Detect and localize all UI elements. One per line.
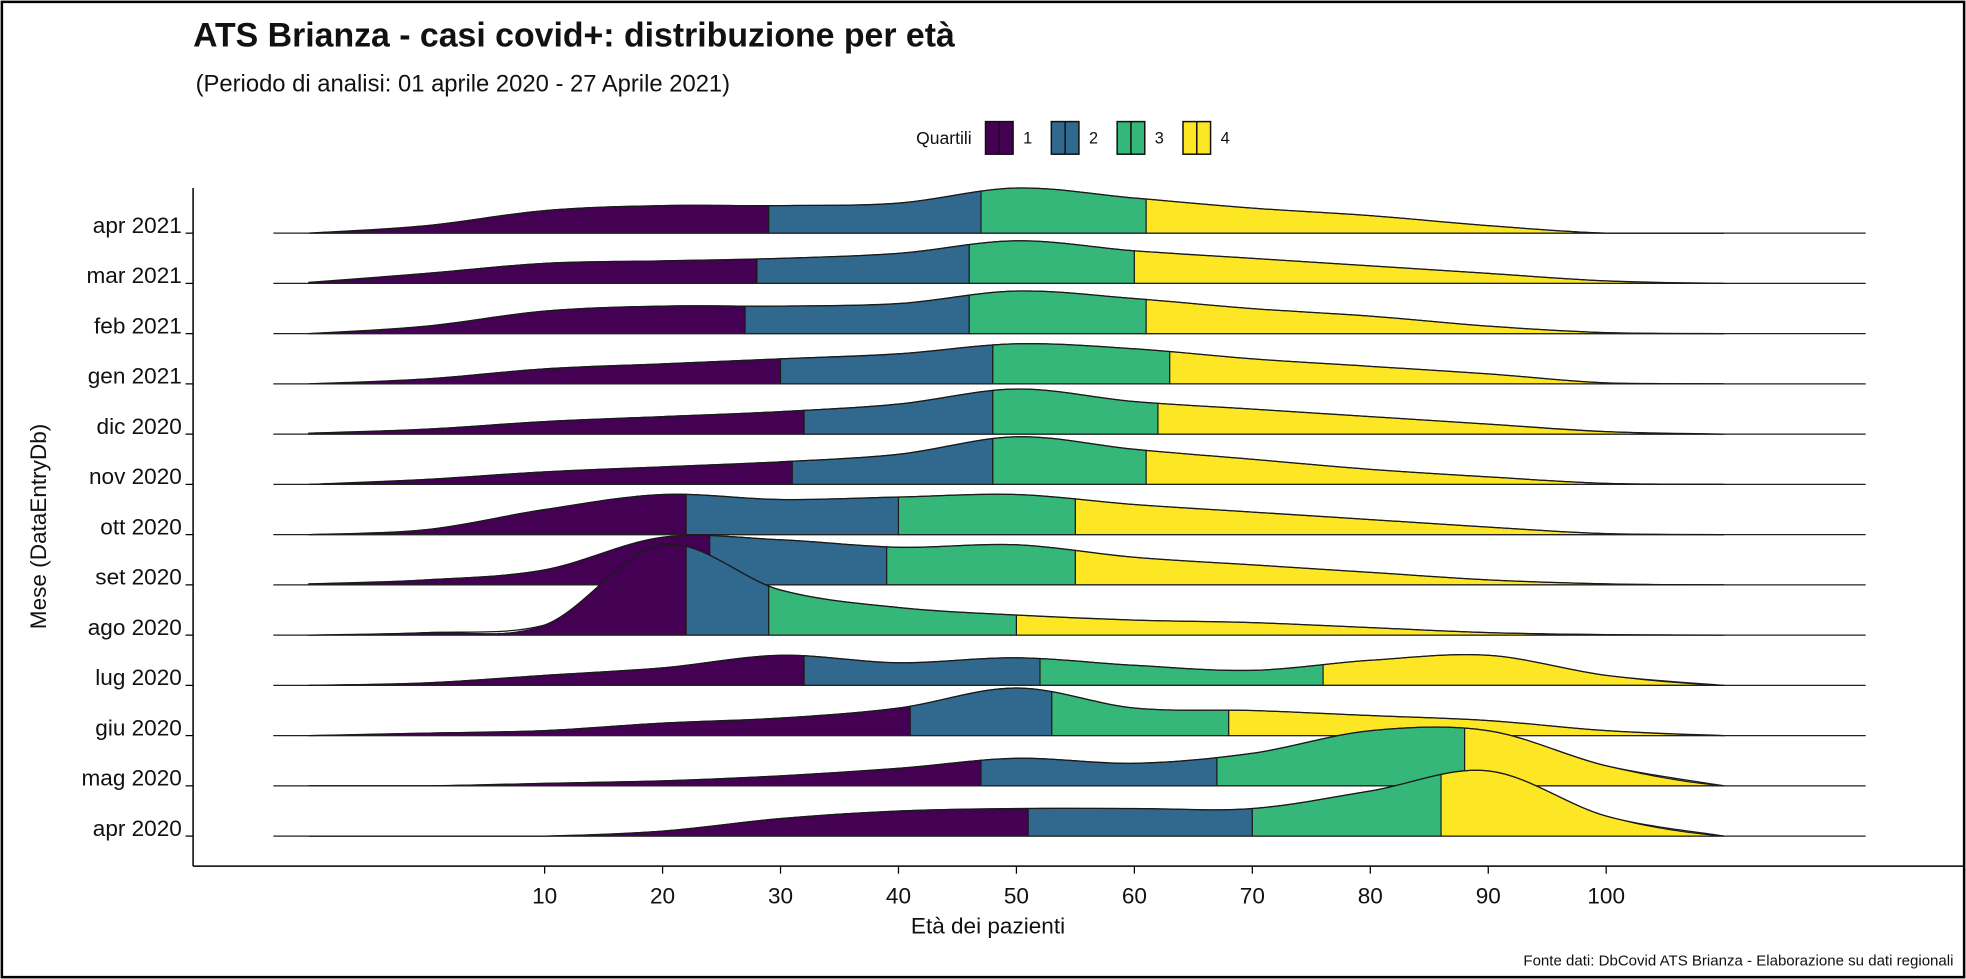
y-tick-label: giu 2020 <box>95 715 182 740</box>
ridge <box>273 187 1866 234</box>
ridge <box>273 543 1866 636</box>
y-tick-label: feb 2021 <box>94 313 182 338</box>
quartile-area <box>897 493 1076 536</box>
quartile-area <box>886 543 1076 586</box>
y-axis-label: Mese (DataEntryDb) <box>26 424 51 629</box>
y-tick-label: mag 2020 <box>81 766 181 791</box>
density-outline <box>308 388 1725 435</box>
quartile-area <box>1027 807 1253 837</box>
density-outline <box>308 543 1725 636</box>
legend-title: Quartili <box>916 128 972 148</box>
quartile-area <box>685 493 900 536</box>
x-tick-label: 80 <box>1358 883 1383 908</box>
ridge <box>273 769 1866 837</box>
x-tick-label: 100 <box>1587 883 1625 908</box>
x-tick-label: 30 <box>768 883 793 908</box>
ridge <box>273 726 1866 787</box>
ridge <box>273 653 1866 686</box>
x-tick-label: 90 <box>1476 883 1501 908</box>
y-tick-label: apr 2021 <box>93 213 182 238</box>
x-tick-label: 40 <box>886 883 911 908</box>
plot-area <box>273 187 1866 837</box>
x-tick-label: 50 <box>1004 883 1029 908</box>
density-outline <box>308 493 1725 536</box>
chart-title: ATS Brianza - casi covid+: distribuzione… <box>193 17 955 55</box>
ridge <box>273 388 1866 435</box>
density-outline <box>308 240 1725 285</box>
ridge <box>273 240 1866 285</box>
density-outline <box>308 769 1725 837</box>
density-outline <box>308 726 1725 787</box>
density-outline <box>308 534 1725 586</box>
y-tick-label: mar 2021 <box>87 263 182 288</box>
caption: Fonte dati: DbCovid ATS Brianza - Elabor… <box>1523 952 1953 969</box>
legend-label: 3 <box>1155 129 1164 147</box>
density-outline <box>308 687 1725 737</box>
ridge <box>273 687 1866 737</box>
legend-label: 1 <box>1023 129 1032 147</box>
ridge <box>273 290 1866 335</box>
density-outline <box>308 343 1725 385</box>
y-tick-label: lug 2020 <box>95 665 182 690</box>
x-axis-label: Età dei pazienti <box>911 914 1065 939</box>
density-outline <box>308 187 1725 234</box>
chart-subtitle: (Periodo di analisi: 01 aprile 2020 - 27… <box>196 71 731 98</box>
x-tick-label: 20 <box>650 883 675 908</box>
y-tick-label: ott 2020 <box>100 514 182 539</box>
y-tick-label: nov 2020 <box>89 464 182 489</box>
density-outline <box>308 290 1725 335</box>
x-tick-label: 70 <box>1240 883 1265 908</box>
legend-label: 2 <box>1089 129 1098 147</box>
ridge <box>273 343 1866 385</box>
x-tick-label: 60 <box>1122 883 1147 908</box>
density-outline <box>308 653 1725 686</box>
ridge <box>273 534 1866 586</box>
ridge <box>273 436 1866 486</box>
legend-label: 4 <box>1221 129 1230 147</box>
y-tick-label: dic 2020 <box>97 414 182 439</box>
y-tick-label: gen 2021 <box>88 364 182 389</box>
ridge <box>273 493 1866 536</box>
density-outline <box>308 436 1725 486</box>
y-tick-label: set 2020 <box>95 565 182 590</box>
x-tick-label: 10 <box>532 883 557 908</box>
y-tick-label: apr 2020 <box>93 816 182 841</box>
y-tick-label: ago 2020 <box>88 615 182 640</box>
